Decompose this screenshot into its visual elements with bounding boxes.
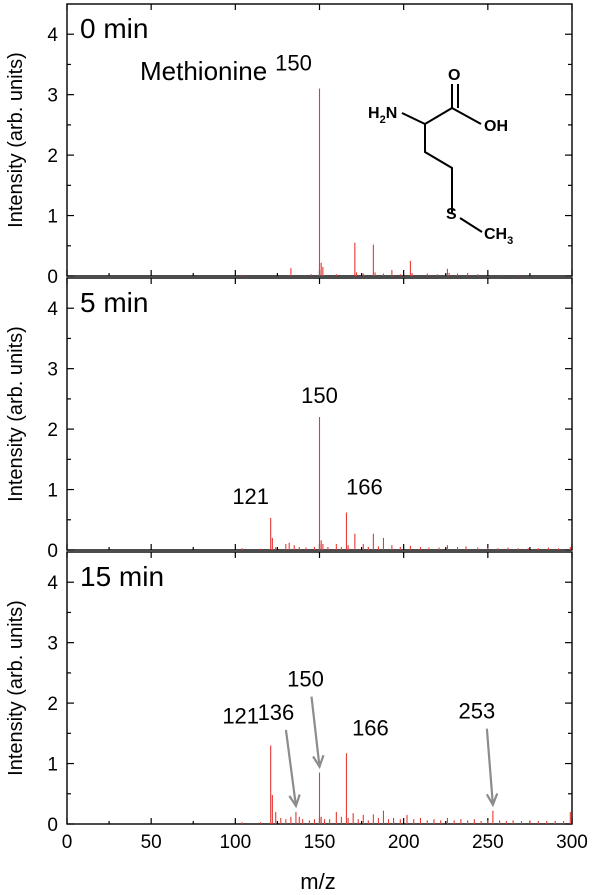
annotation-arrow	[310, 696, 321, 767]
y-tick-label: 1	[47, 755, 58, 776]
panel-label: 15 min	[80, 561, 164, 592]
peak-label-166: 166	[346, 475, 383, 500]
annotation-arrowhead	[312, 754, 325, 770]
annotation-arrowhead	[288, 794, 301, 809]
panel-label: 0 min	[80, 13, 148, 44]
y-axis-label: Intensity (arb. units)	[5, 600, 27, 776]
y-tick-label: 3	[47, 360, 58, 381]
x-axis: 0 50 100 150 200 250 300	[62, 832, 588, 853]
panel-1: 0 1 2 3 4 Intensity (arb. units) 5 min 121 150 16…	[5, 277, 573, 562]
y-tick-label: 1	[47, 207, 58, 228]
panel-label: 5 min	[80, 287, 148, 318]
x-tick-label: 300	[556, 832, 588, 853]
spectra-panels: 0 1 2 3 4 Intensity (arb. units) 0 min Methioni…	[5, 3, 573, 836]
y-tick-label: 4	[47, 573, 58, 594]
x-tick-label: 100	[219, 832, 251, 853]
y-tick-label: 1	[47, 481, 58, 502]
x-tick-label: 200	[388, 832, 420, 853]
x-tick-label: 250	[472, 832, 504, 853]
methionine-structure: H2N O OH S CH3	[368, 67, 513, 247]
y-tick-label: 3	[47, 634, 58, 655]
y-tick-label: 4	[47, 25, 58, 46]
methyl-label: CH3	[484, 226, 513, 247]
y-tick-label: 4	[47, 299, 58, 320]
y-axis-label: Intensity (arb. units)	[5, 326, 27, 502]
peak-label-253: 253	[459, 699, 496, 724]
peak-label-150: 150	[301, 383, 338, 408]
x-tick-label: 50	[141, 832, 162, 853]
y-tick-label: 3	[47, 86, 58, 107]
peak-label-150: 150	[287, 667, 324, 692]
peak-label-121: 121	[232, 484, 269, 509]
x-tick-label: 150	[304, 832, 336, 853]
panel-0: 0 1 2 3 4 Intensity (arb. units) 0 min Methioni…	[5, 3, 573, 288]
annotation-arrowhead	[485, 793, 499, 808]
carbonyl-oxygen-label: O	[448, 67, 460, 84]
peak-label-166: 166	[352, 715, 389, 740]
y-axis-label: Intensity (arb. units)	[5, 52, 27, 228]
x-tick-label: 0	[62, 832, 73, 853]
y-tick-label: 0	[47, 815, 58, 836]
peak-label-150: 150	[275, 51, 312, 76]
amine-label: H2N	[368, 105, 397, 126]
annotation-arrow	[485, 728, 494, 805]
y-tick-label: 0	[47, 267, 58, 288]
y-tick-label: 2	[47, 420, 58, 441]
hydroxyl-label: OH	[484, 118, 508, 135]
annotation-arrow	[284, 729, 298, 807]
x-axis-label: m/z	[300, 869, 335, 894]
compound-name: Methionine	[140, 56, 267, 86]
peak-label-136: 136	[258, 700, 295, 725]
peak-label-121: 121	[222, 703, 259, 728]
y-tick-label: 0	[47, 541, 58, 562]
sulfur-label: S	[446, 206, 457, 223]
y-tick-label: 2	[47, 146, 58, 167]
y-tick-label: 2	[47, 694, 58, 715]
